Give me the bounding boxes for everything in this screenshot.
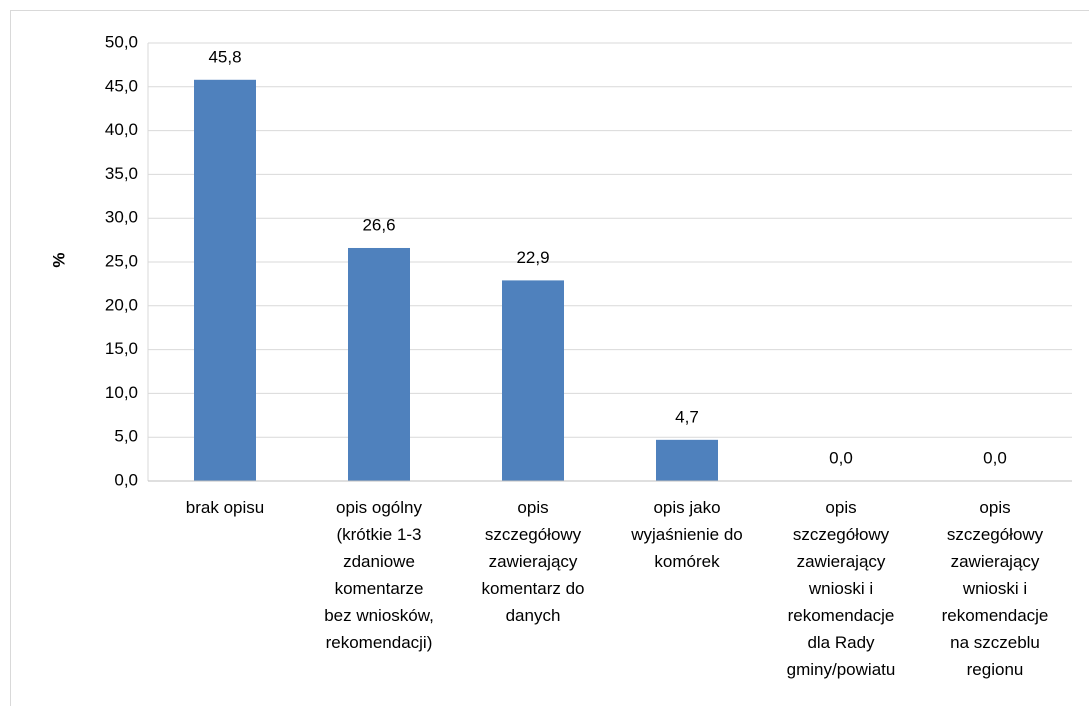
y-tick-label: 20,0 bbox=[105, 295, 138, 314]
x-tick-label: opis szczegółowy zawierający wnioski i r… bbox=[941, 498, 1049, 679]
x-tick-label: brak opisu bbox=[185, 498, 265, 517]
data-label: 0,0 bbox=[983, 448, 1007, 467]
bar bbox=[348, 247, 410, 481]
y-tick-label: 50,0 bbox=[105, 32, 138, 51]
y-tick-label: 25,0 bbox=[105, 251, 138, 270]
chart-border bbox=[10, 10, 1089, 706]
x-tick-label: opis szczegółowy zawierający wnioski i r… bbox=[786, 498, 896, 679]
y-tick-label: 40,0 bbox=[105, 120, 138, 139]
data-label: 4,7 bbox=[675, 407, 699, 426]
data-label: 0,0 bbox=[829, 448, 853, 467]
y-tick-label: 35,0 bbox=[105, 164, 138, 183]
x-tick-label: opis jako wyjaśnienie do komórek bbox=[631, 498, 743, 571]
y-tick-label: 15,0 bbox=[105, 339, 138, 358]
y-axis-label: % bbox=[49, 252, 68, 267]
x-tick-label: opis ogólny (krótkie 1-3 zdaniowe koment… bbox=[324, 498, 434, 652]
y-tick-label: 30,0 bbox=[105, 208, 138, 227]
y-tick-label: 5,0 bbox=[114, 427, 138, 446]
bar bbox=[656, 439, 718, 481]
y-tick-label: 0,0 bbox=[114, 470, 138, 489]
data-label: 26,6 bbox=[362, 215, 395, 234]
bar bbox=[194, 79, 256, 482]
y-tick-label: 10,0 bbox=[105, 383, 138, 402]
y-tick-label: 45,0 bbox=[105, 76, 138, 95]
x-tick-label: opis szczegółowy zawierający komentarz d… bbox=[481, 498, 585, 625]
data-label: 22,9 bbox=[516, 248, 549, 267]
bar bbox=[502, 280, 564, 481]
data-label: 45,8 bbox=[208, 47, 241, 66]
